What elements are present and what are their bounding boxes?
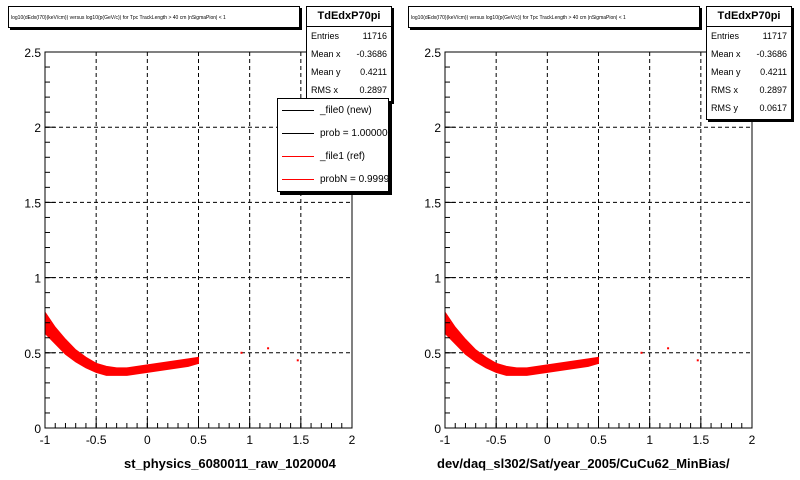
x-tick-label: 0: [144, 433, 151, 447]
stats-label: Mean y: [311, 67, 341, 77]
stats-row-rms-x: RMS x 0.2897: [707, 81, 791, 99]
stats-value: -0.3686: [756, 49, 787, 59]
scatter-plot-left: -1 -0.5 0 0.5 1 1.5 2 0 0.5 1 1.5 2 2.5: [24, 46, 356, 447]
stats-row-entries: Entries 11716: [307, 27, 391, 45]
stats-title: TdEdxP70pi: [307, 7, 391, 27]
legend-label: prob = 1.000000: [320, 128, 389, 139]
x-tick-label: 2: [349, 433, 356, 447]
stats-label: Mean y: [711, 67, 741, 77]
scatter-point: [640, 351, 643, 354]
stats-value: 0.2897: [359, 85, 387, 95]
stats-label: Entries: [311, 31, 340, 41]
scatter-band: [44, 310, 199, 376]
stats-label: Mean x: [311, 49, 341, 59]
stats-box-right: TdEdxP70pi Entries 11717 Mean x -0.3686 …: [706, 6, 792, 120]
legend-entry-probn: probN = 0.99998: [278, 168, 388, 191]
stats-row-entries: Entries 11717: [707, 27, 791, 45]
y-tick-label: 2: [34, 121, 41, 135]
stats-row-mean-y: Mean y 0.4211: [307, 63, 391, 81]
scatter-point: [667, 347, 670, 350]
legend-entry-prob: prob = 1.000000: [278, 122, 388, 145]
scatter-point: [240, 351, 243, 354]
scatter-point: [696, 359, 699, 362]
stats-value: 0.0617: [759, 103, 787, 113]
stats-value: -0.3686: [356, 49, 387, 59]
y-tick-label: 2.5: [24, 46, 41, 60]
legend-line-black: [282, 110, 314, 111]
legend-line-black: [282, 133, 314, 134]
plot-title-left: log10(dEdx(I70)(keV/cm)) versus log10(p(…: [8, 6, 300, 28]
stats-row-rms-y: RMS y 0.0617: [707, 99, 791, 117]
stats-row-rms-x: RMS x 0.2897: [307, 81, 391, 99]
y-tick-label: 0.5: [24, 347, 41, 361]
scatter-plot-right: -1 -0.5 0 0.5 1 1.5 2 0 0.5 1 1.5 2 2.5: [424, 46, 756, 447]
y-tick-label: 1.5: [24, 196, 41, 210]
x-tick-label: 1.5: [692, 433, 709, 447]
stats-label: RMS x: [711, 85, 738, 95]
x-tick-label: 2: [749, 433, 756, 447]
stats-row-mean-x: Mean x -0.3686: [307, 45, 391, 63]
canvas-pad-left: -1 -0.5 0 0.5 1 1.5 2 0 0.5 1 1.5 2 2.5 log10(dEdx(I…: [8, 6, 392, 471]
stats-value: 0.4211: [360, 67, 387, 77]
y-tick-label: 2.5: [424, 46, 441, 60]
legend-label: _file0 (new): [320, 105, 372, 116]
scatter-band: [444, 310, 599, 376]
y-tick-label: 1: [34, 272, 41, 286]
stats-label: Mean x: [711, 49, 741, 59]
y-tick-label: 1.5: [424, 196, 441, 210]
stats-box-left: TdEdxP70pi Entries 11716 Mean x -0.3686 …: [306, 6, 392, 102]
x-tick-label: 1.5: [292, 433, 309, 447]
x-tick-label: 0: [544, 433, 551, 447]
x-axis-title-left: st_physics_6080011_raw_1020004: [124, 456, 336, 471]
x-tick-label: -0.5: [86, 433, 107, 447]
y-tick-label: 0.5: [424, 347, 441, 361]
stats-value: 11716: [362, 31, 387, 41]
legend-line-red: [282, 179, 314, 180]
scatter-point: [296, 359, 299, 362]
legend-box: _file0 (new) prob = 1.000000 _file1 (ref…: [277, 98, 389, 192]
legend-entry-file0: _file0 (new): [278, 99, 388, 122]
x-tick-label: -1: [440, 433, 451, 447]
y-tick-label: 0: [434, 422, 441, 436]
stats-row-mean-x: Mean x -0.3686: [707, 45, 791, 63]
stats-label: Entries: [711, 31, 740, 41]
legend-label: _file1 (ref): [320, 151, 366, 162]
stats-value: 11717: [762, 31, 787, 41]
x-tick-label: 1: [646, 433, 653, 447]
y-tick-label: 0: [34, 422, 41, 436]
plot-title-right: log10(dEdx(I70)(keV/cm)) versus log10(p(…: [408, 6, 700, 28]
x-tick-label: -0.5: [486, 433, 507, 447]
stats-value: 0.2897: [759, 85, 787, 95]
stats-row-mean-y: Mean y 0.4211: [707, 63, 791, 81]
x-tick-label: 0.5: [190, 433, 207, 447]
stats-title: TdEdxP70pi: [707, 7, 791, 27]
scatter-point: [267, 347, 270, 350]
stats-value: 0.4211: [760, 67, 787, 77]
y-tick-label: 1: [434, 272, 441, 286]
stats-label: RMS x: [311, 85, 338, 95]
y-tick-label: 2: [434, 121, 441, 135]
legend-entry-file1: _file1 (ref): [278, 145, 388, 168]
x-tick-label: -1: [40, 433, 51, 447]
legend-line-red: [282, 156, 314, 157]
canvas-pad-right: -1 -0.5 0 0.5 1 1.5 2 0 0.5 1 1.5 2 2.5 log10(dEdx(I…: [400, 0, 800, 480]
x-axis-title-right: dev/daq_sl302/Sat/year_2005/CuCu62_MinBi…: [437, 456, 730, 471]
legend-label: probN = 0.99998: [320, 174, 389, 185]
x-tick-label: 0.5: [590, 433, 607, 447]
x-tick-label: 1: [246, 433, 253, 447]
stats-label: RMS y: [711, 103, 738, 113]
